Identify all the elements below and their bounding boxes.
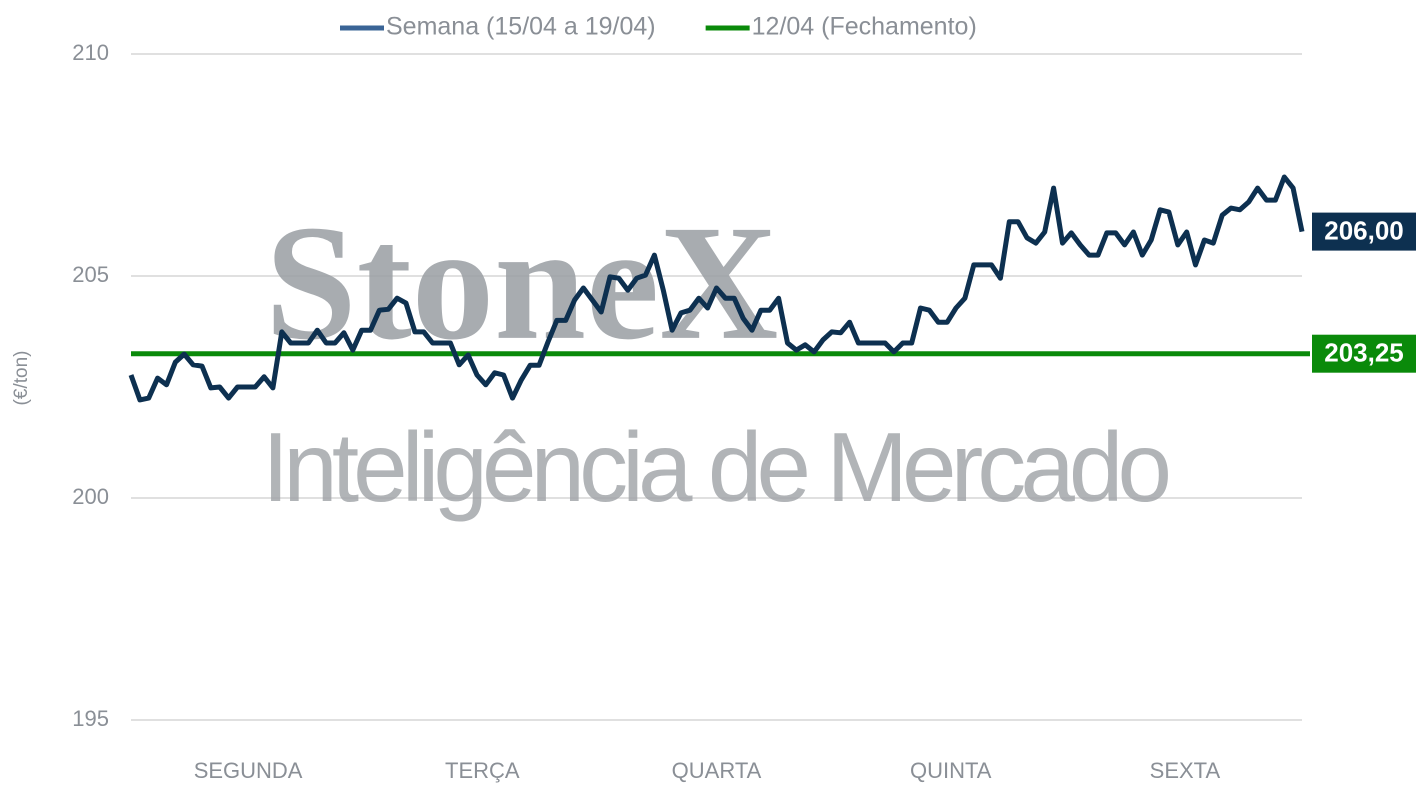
x-tick-label: QUINTA [910,758,992,783]
y-tick-label: 210 [72,40,109,65]
watermark: Inteligência de Mercado [262,412,1172,522]
y-axis-label: (€/ton) [11,351,32,406]
legend-label: 12/04 (Fechamento) [752,13,977,41]
end-label: 206,00 [1324,215,1404,245]
y-tick-label: 195 [72,706,109,731]
x-tick-label: SEXTA [1150,758,1221,783]
watermark: StoneX [265,191,778,374]
legend-label: Semana (15/04 a 19/04) [386,13,656,41]
end-label-box [1312,212,1416,251]
x-tick-label: TERÇA [445,758,520,783]
x-tick-label: QUARTA [672,758,762,783]
end-label: 203,25 [1324,338,1404,368]
y-tick-label: 200 [72,484,109,509]
series-line [128,174,1305,403]
y-tick-label: 205 [72,262,109,287]
end-label-box [1312,334,1416,373]
x-tick-label: SEGUNDA [194,758,303,783]
